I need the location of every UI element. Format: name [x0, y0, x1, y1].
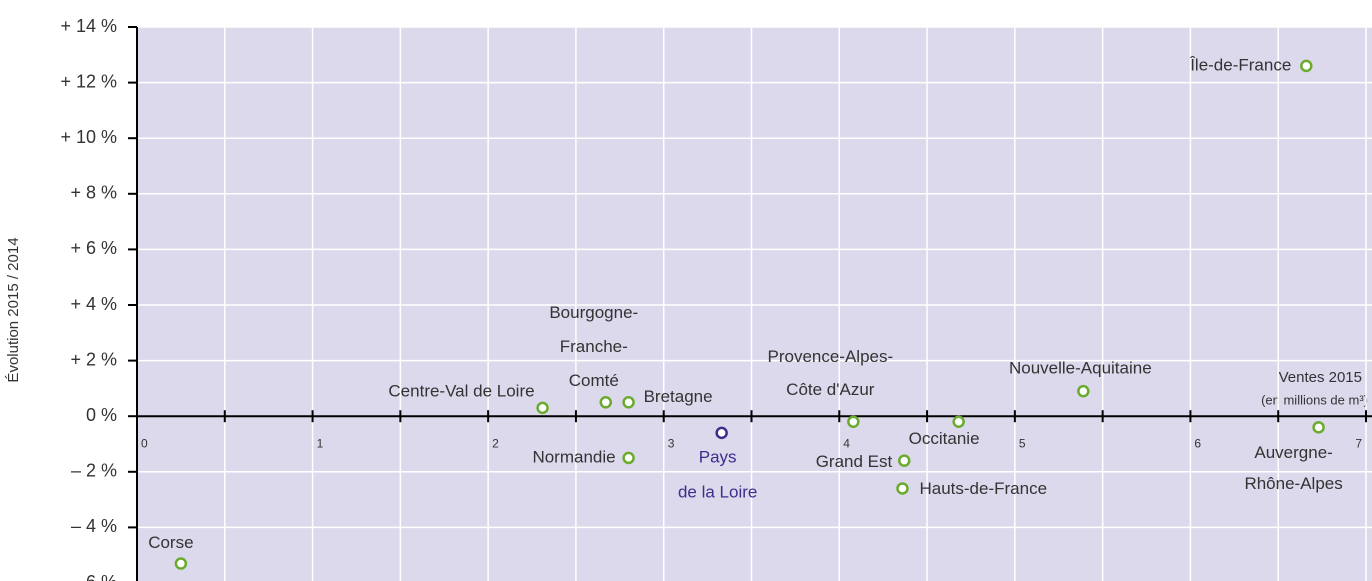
point-label: Provence-Alpes-	[767, 347, 893, 366]
point	[599, 396, 613, 409]
point	[622, 451, 635, 465]
point	[897, 454, 911, 467]
point-label: Île-de-France	[1189, 55, 1291, 74]
x-tick-label: 5	[1019, 436, 1026, 450]
point-label: Franche-	[560, 337, 628, 356]
y-tick-label: + 14 %	[60, 16, 117, 36]
point-label: Occitanie	[909, 429, 980, 448]
point-label: Grand Est	[816, 452, 893, 471]
y-tick-label: + 10 %	[60, 127, 117, 147]
point-label: Bretagne	[644, 387, 713, 406]
y-axis-title: Évolution 2015 / 2014	[5, 237, 22, 382]
point	[1300, 59, 1313, 73]
point-label: Hauts-de-France	[919, 479, 1047, 498]
x-tick-label: 6	[1194, 436, 1201, 450]
x-tick-label: 2	[492, 436, 499, 450]
x-tick-label: 7	[1355, 436, 1362, 450]
point	[1077, 384, 1090, 398]
x-tick-label: 4	[843, 436, 850, 450]
point-label: Auvergne-	[1254, 443, 1332, 462]
x-axis-note: (en millions de m³)	[1261, 392, 1368, 407]
point	[174, 557, 188, 570]
x-axis-title: Ventes 2015	[1279, 369, 1362, 386]
y-tick-label: + 6 %	[70, 238, 117, 258]
y-tick-label: + 8 %	[70, 183, 117, 203]
point-label: Bourgogne-	[549, 303, 638, 322]
point-label: Rhône-Alpes	[1244, 474, 1342, 493]
point	[847, 415, 860, 429]
point	[896, 482, 909, 495]
y-tick-label: + 12 %	[60, 71, 117, 91]
point	[715, 426, 728, 440]
x-tick-label: 0	[141, 436, 148, 450]
point-label: Centre-Val de Loire	[388, 381, 534, 400]
point-label: Normandie	[532, 447, 615, 466]
y-tick-label: 0 %	[86, 405, 117, 425]
y-tick-label: – 4 %	[71, 516, 117, 536]
y-tick-label: – 6 %	[71, 572, 117, 581]
x-tick-label: 1	[317, 436, 324, 450]
point	[952, 415, 965, 429]
point-label: Comté	[569, 371, 619, 390]
point-label: de la Loire	[678, 482, 757, 501]
point-label: Côte d'Azur	[786, 380, 875, 399]
plot-background	[137, 27, 1372, 581]
y-tick-label: – 2 %	[71, 461, 117, 481]
point	[622, 396, 635, 409]
point-label: Pays	[699, 447, 737, 466]
x-tick-label: 3	[668, 436, 675, 450]
point	[1312, 421, 1325, 434]
point-label: Corse	[148, 533, 193, 552]
y-tick-label: + 2 %	[70, 349, 117, 369]
point-label: Nouvelle-Aquitaine	[1009, 359, 1152, 378]
y-tick-label: + 4 %	[70, 294, 117, 314]
point	[536, 401, 549, 415]
